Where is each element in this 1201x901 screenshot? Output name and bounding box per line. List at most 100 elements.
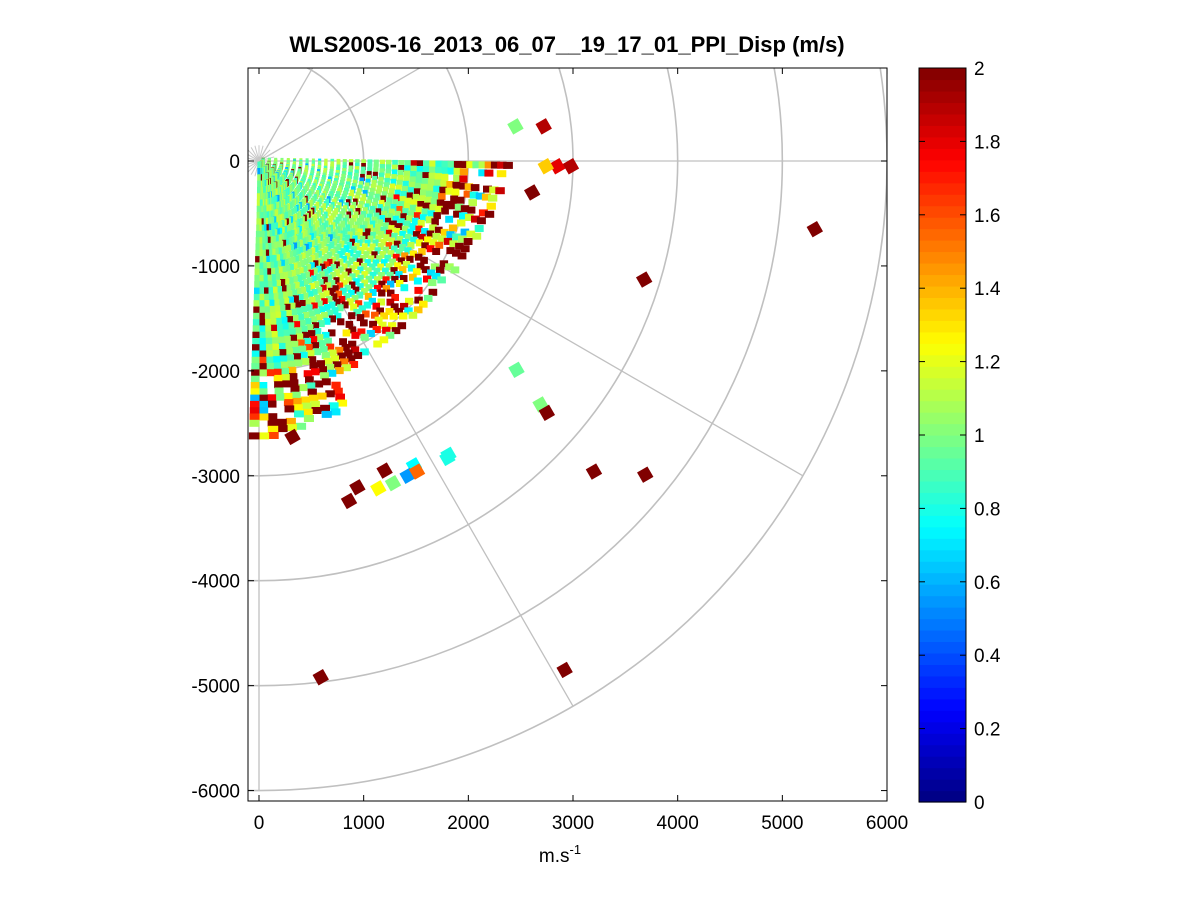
colorbar-segment <box>919 503 966 516</box>
data-cell <box>357 274 364 282</box>
data-cell <box>330 293 338 301</box>
data-cell <box>327 258 333 266</box>
data-cell <box>307 388 317 396</box>
data-cell <box>392 159 398 167</box>
data-cell <box>366 174 371 182</box>
data-cell <box>368 191 374 199</box>
data-cell <box>365 267 372 275</box>
data-cell <box>285 284 291 292</box>
data-cell <box>378 321 387 329</box>
data-cell <box>302 292 309 300</box>
data-cell <box>391 327 401 335</box>
data-cell <box>399 244 406 251</box>
grid-spoke-minor <box>248 157 260 162</box>
data-cell <box>421 242 429 250</box>
data-cell <box>276 324 283 332</box>
data-cell <box>310 247 316 255</box>
data-cell <box>358 305 366 313</box>
data-cell <box>311 215 316 223</box>
data-cell <box>297 313 304 321</box>
data-cell <box>399 230 406 238</box>
data-cell <box>267 413 278 421</box>
colorbar-gradient <box>919 68 966 803</box>
data-cell <box>436 266 445 274</box>
data-cell <box>361 279 368 287</box>
data-cell <box>334 261 340 269</box>
data-cell <box>285 225 290 233</box>
data-cell <box>341 255 347 263</box>
data-cell <box>275 215 279 223</box>
data-cell <box>380 312 389 320</box>
data-cell <box>260 205 263 213</box>
data-cell <box>418 248 426 256</box>
grid-spoke-minor <box>248 149 260 162</box>
data-cell <box>311 368 320 376</box>
data-cell <box>283 245 288 253</box>
data-cell <box>308 330 316 338</box>
data-cell <box>383 234 390 242</box>
data-cell <box>277 266 283 274</box>
data-cell <box>273 229 278 237</box>
data-cell <box>270 242 275 250</box>
data-cell <box>416 166 424 173</box>
data-cell <box>279 214 283 222</box>
data-cell <box>371 201 377 209</box>
y-tick-label: -4000 <box>191 572 240 593</box>
data-cell <box>266 230 270 238</box>
data-cell <box>264 337 273 345</box>
data-cell <box>257 180 261 188</box>
data-cell <box>284 405 295 413</box>
data-cell <box>271 343 279 351</box>
data-cell <box>268 293 274 301</box>
data-cell <box>486 202 496 210</box>
data-cell <box>323 253 329 261</box>
data-cell <box>258 325 266 333</box>
data-cell <box>399 312 408 320</box>
data-cell <box>349 281 356 289</box>
data-cell <box>340 287 347 295</box>
data-cell <box>295 248 300 256</box>
colorbar-segment <box>919 526 966 539</box>
data-cell <box>454 203 463 211</box>
data-cell <box>290 308 297 316</box>
data-cell <box>285 309 292 317</box>
data-cell <box>265 362 274 370</box>
data-cell <box>267 242 272 250</box>
data-cell <box>397 257 405 265</box>
colorbar-tick-label: 1.2 <box>974 353 1000 374</box>
data-cell <box>363 186 369 194</box>
colorbar-segment <box>919 492 966 505</box>
data-cell <box>389 312 398 320</box>
data-cell <box>405 197 412 205</box>
data-cell <box>435 166 443 174</box>
data-cell <box>281 265 287 273</box>
data-cell <box>296 234 300 242</box>
data-cell <box>373 212 380 220</box>
data-cell <box>287 366 297 374</box>
data-cell <box>267 223 272 231</box>
data-cell <box>388 225 395 233</box>
data-cell <box>249 413 260 421</box>
colorbar-segment <box>919 412 966 425</box>
data-cell <box>315 273 321 281</box>
data-cell <box>294 327 302 335</box>
data-cell <box>360 254 367 262</box>
data-cell <box>406 192 414 200</box>
colorbar-segment <box>919 79 966 92</box>
data-cell <box>272 356 281 364</box>
data-cell <box>396 248 403 256</box>
data-cell <box>313 348 322 356</box>
data-cell <box>385 263 393 271</box>
data-cell <box>366 330 375 337</box>
data-cell <box>365 178 371 186</box>
x-axis-label-exponent: -1 <box>570 842 582 857</box>
data-cell <box>268 305 276 313</box>
data-cell <box>304 251 309 258</box>
data-cell <box>300 200 304 208</box>
data-cell <box>381 259 388 267</box>
data-cell <box>294 359 303 367</box>
data-cell <box>269 318 277 326</box>
grid-spoke-minor <box>248 160 260 173</box>
data-cell <box>392 199 399 207</box>
data-cell <box>258 312 265 320</box>
